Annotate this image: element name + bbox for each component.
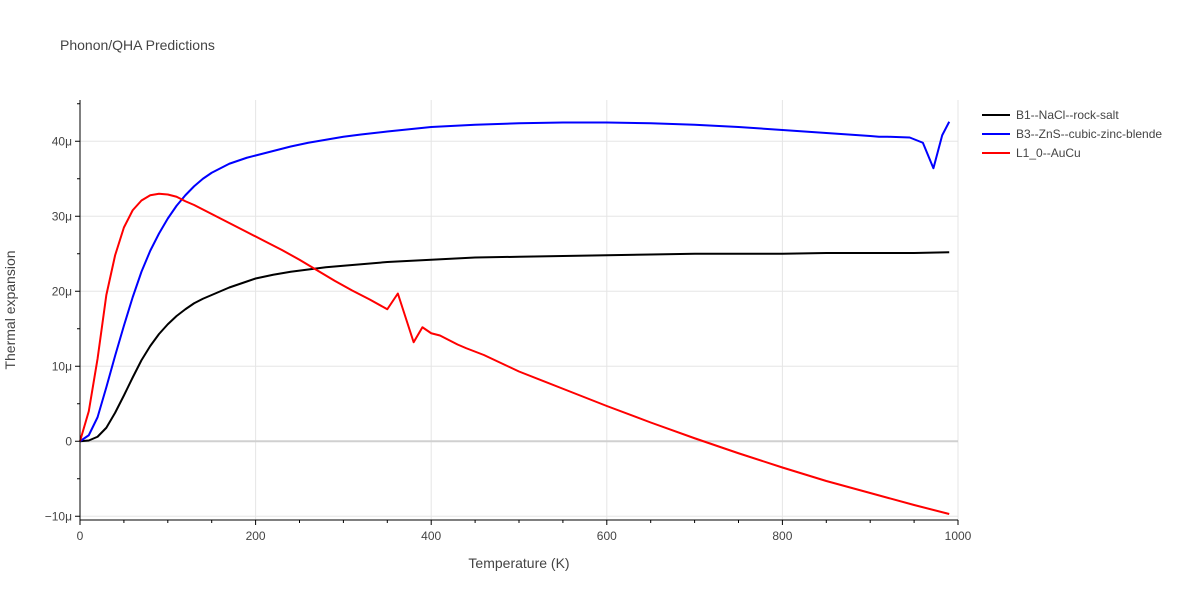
series-layer [79, 121, 951, 515]
legend-item[interactable]: B1--NaCl--rock-salt [982, 108, 1119, 122]
y-tick-label: 30μ [52, 209, 72, 223]
x-tick-label: 1000 [945, 529, 972, 543]
legend-label: B3--ZnS--cubic-zinc-blende [1016, 127, 1162, 141]
y-tick-label: 40μ [52, 134, 72, 148]
legend[interactable]: B1--NaCl--rock-salt B3--ZnS--cubic-zinc-b… [982, 108, 1162, 160]
y-axis-title: Thermal expansion [2, 250, 18, 369]
y-tick-label: 0 [65, 434, 72, 448]
legend-item[interactable]: B3--ZnS--cubic-zinc-blende [982, 127, 1162, 141]
chart-title: Phonon/QHA Predictions [60, 37, 215, 53]
x-tick-label: 200 [246, 529, 266, 543]
x-tick-label: 600 [597, 529, 617, 543]
grid [80, 100, 959, 520]
series-line-1 [79, 121, 951, 443]
legend-label: B1--NaCl--rock-salt [1016, 108, 1119, 122]
legend-item[interactable]: L1_0--AuCu [982, 146, 1081, 160]
x-tick-label: 0 [77, 529, 84, 543]
x-tick-label: 400 [421, 529, 441, 543]
series-line-0 [79, 251, 950, 443]
y-tick-label: −10μ [45, 509, 72, 523]
y-tick-label: 20μ [52, 284, 72, 298]
y-tick-label: 10μ [52, 359, 72, 373]
x-tick-label: 800 [772, 529, 792, 543]
series-line-2 [79, 192, 950, 515]
legend-label: L1_0--AuCu [1016, 146, 1081, 160]
axes: 0 200 400 600 800 1000 −10μ 0 10μ 20μ 30μ 40μ [45, 100, 972, 543]
x-axis-title: Temperature (K) [468, 555, 569, 571]
